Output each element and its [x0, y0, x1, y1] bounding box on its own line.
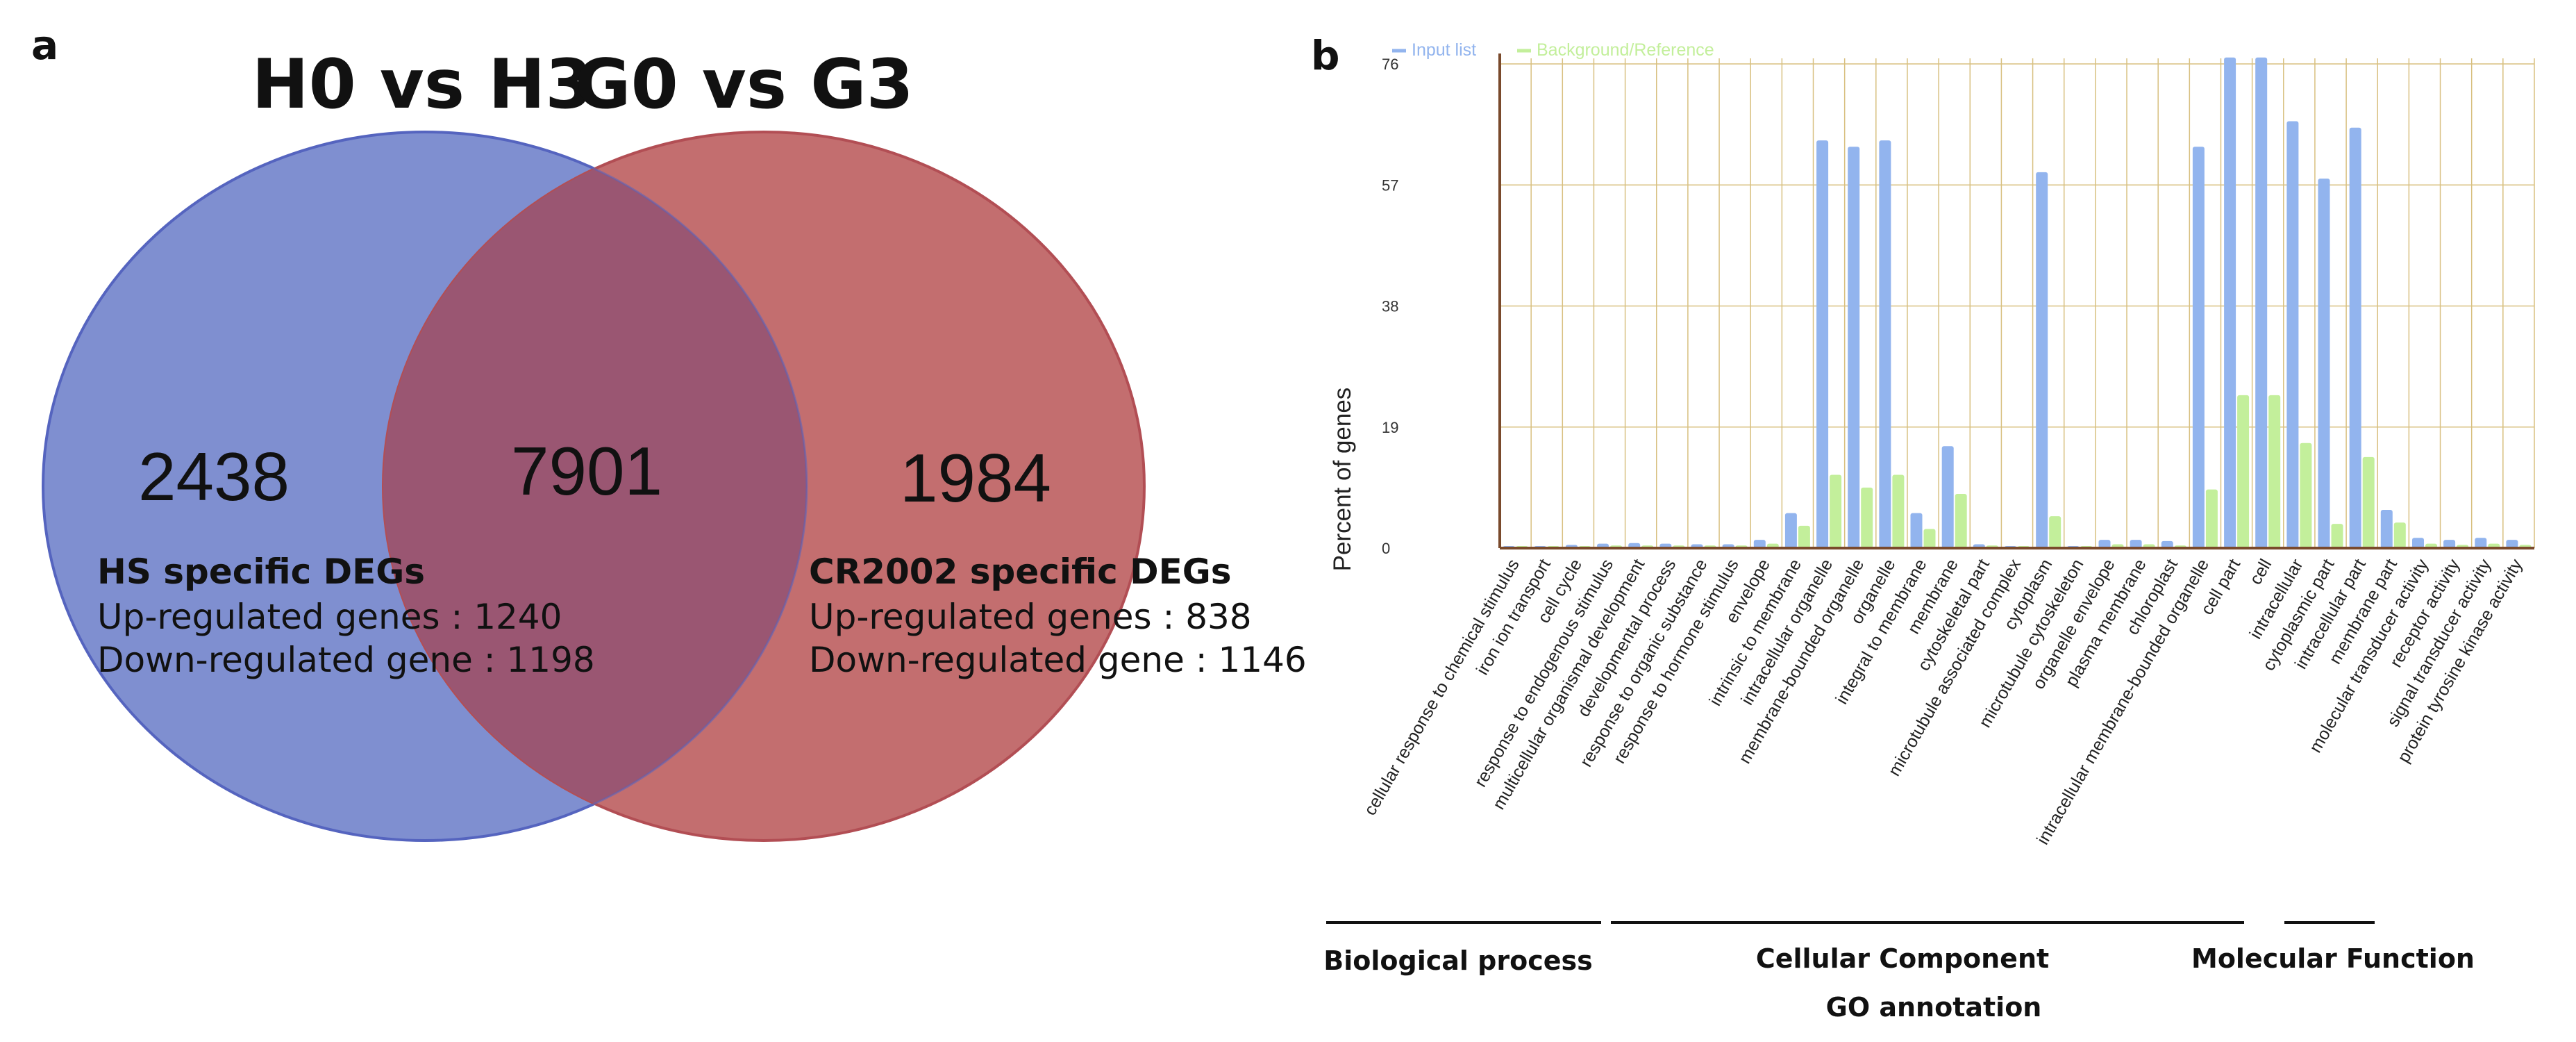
- bar-input-10: [1816, 140, 1829, 549]
- bar-background-28: [2393, 522, 2406, 548]
- bar-background-14: [1955, 494, 1967, 548]
- bar-background-25: [2300, 443, 2312, 548]
- bar-input-24: [2255, 57, 2268, 549]
- bar-input-11: [1848, 147, 1860, 548]
- right-info-heading: CR2002 specific DEGs: [809, 552, 1232, 592]
- chart-gridlines: [1499, 58, 2535, 548]
- bar-input-29: [2412, 538, 2424, 548]
- bar-input-8: [1753, 540, 1766, 548]
- left-info-heading: HS specific DEGs: [97, 552, 425, 592]
- bar-background-23: [2237, 395, 2250, 548]
- left-info-down: Down-regulated gene : 1198: [97, 640, 595, 680]
- x-axis-title: GO annotation: [1826, 992, 2042, 1023]
- bar-input-20: [2130, 540, 2142, 548]
- bar-input-14: [1941, 446, 1954, 548]
- bar-input-12: [1879, 140, 1891, 549]
- panel-a-letter: a: [31, 22, 58, 69]
- y-tick-label: 38: [1382, 298, 1398, 315]
- group-cellular-component: Cellular Component: [1756, 943, 2049, 974]
- left-count: 2438: [138, 438, 290, 515]
- y-tick-label: 57: [1382, 176, 1398, 194]
- y-tick-label: 19: [1382, 419, 1398, 436]
- bar-input-32: [2506, 540, 2518, 548]
- x-tick-label: cellular response to chemical stimulus: [1360, 556, 1523, 819]
- venn-overlap-region: [383, 132, 807, 841]
- bar-background-11: [1861, 487, 1873, 548]
- go-chart-panel: b Input list Background/Reference 0 19 38 5…: [1311, 32, 2535, 1023]
- group-molecular-function: Molecular Function: [2191, 943, 2475, 974]
- bar-background-9: [1798, 525, 1810, 548]
- bar-background-10: [1830, 474, 1842, 548]
- legend-input-label: Input list: [1412, 40, 1476, 60]
- bar-background-17: [2049, 516, 2061, 548]
- bar-input-21: [2161, 540, 2173, 548]
- x-tick-label: cell: [2245, 556, 2275, 588]
- bar-background-24: [2268, 395, 2281, 548]
- x-axis-tick-labels: cellular response to chemical stimulusir…: [1360, 556, 2527, 848]
- y-tick-label: 0: [1382, 540, 1390, 557]
- bar-background-12: [1892, 474, 1905, 548]
- left-info-up: Up-regulated genes : 1240: [97, 597, 562, 637]
- bar-input-23: [2224, 57, 2236, 549]
- y-tick-label: 76: [1382, 56, 1398, 73]
- bar-input-13: [1910, 513, 1923, 548]
- right-info-down: Down-regulated gene : 1146: [809, 640, 1307, 680]
- bar-input-30: [2443, 540, 2456, 548]
- overlap-count: 7901: [511, 433, 662, 509]
- bar-background-27: [2362, 456, 2375, 548]
- bar-input-25: [2286, 121, 2299, 548]
- bar-background-26: [2331, 524, 2343, 548]
- bar-input-19: [2098, 540, 2111, 548]
- bar-background-22: [2205, 489, 2218, 548]
- bar-input-9: [1784, 513, 1797, 548]
- right-info-up: Up-regulated genes : 838: [809, 597, 1252, 637]
- panel-b-letter: b: [1311, 32, 1340, 79]
- left-set-title: H0 vs H3: [252, 45, 593, 124]
- bar-background-13: [1923, 529, 1936, 548]
- venn-left-outline: [42, 131, 808, 842]
- venn-panel: a H0 vs H3 G0 vs G3 2438 7901 1984 HS sp…: [31, 22, 1307, 842]
- bar-input-22: [2192, 147, 2205, 548]
- chart-axes: [1498, 53, 2534, 549]
- bar-input-17: [2036, 172, 2048, 548]
- bar-input-31: [2475, 538, 2487, 548]
- group-biological-process: Biological process: [1323, 945, 1592, 976]
- bar-input-27: [2349, 127, 2361, 548]
- legend-background-label: Background/Reference: [1537, 40, 1714, 60]
- bar-input-28: [2380, 510, 2393, 548]
- chart-bars: [1503, 57, 2532, 549]
- bar-input-26: [2318, 179, 2330, 549]
- chart-legend: Input list Background/Reference: [1392, 40, 1714, 60]
- y-axis-label: Percent of genes: [1329, 388, 1356, 572]
- y-axis-ticks: 0 19 38 57 76: [1382, 56, 1398, 557]
- right-count: 1984: [900, 440, 1051, 516]
- right-set-title: G0 vs G3: [575, 45, 914, 124]
